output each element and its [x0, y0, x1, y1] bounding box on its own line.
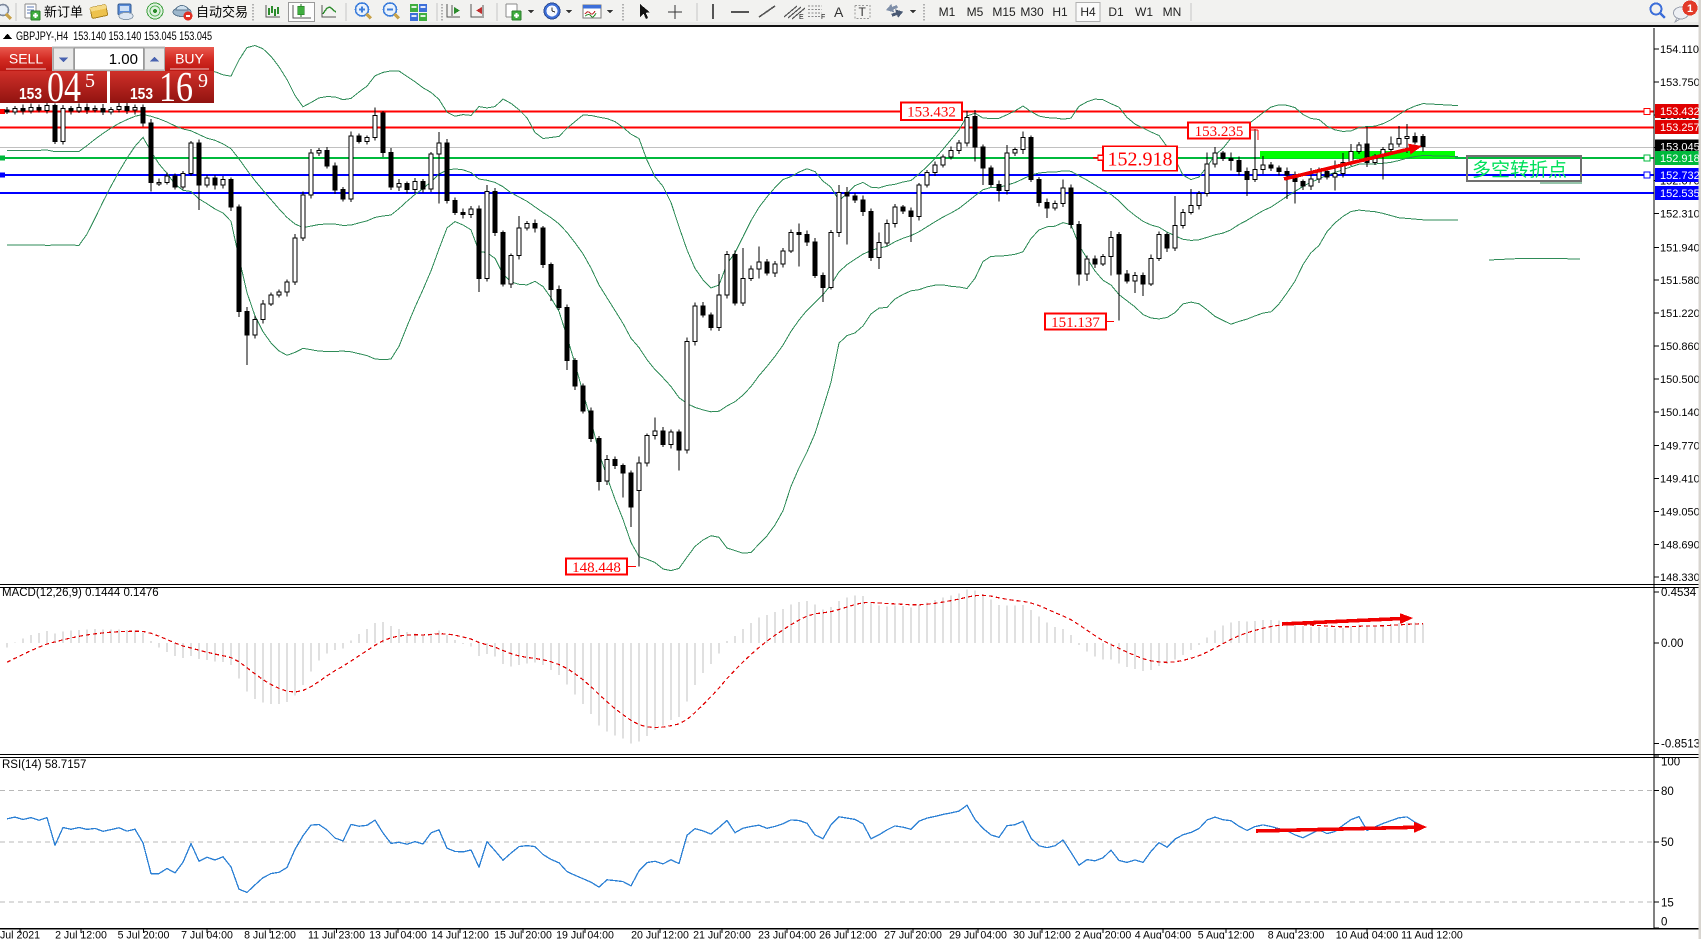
svg-text:23 Jul 04:00: 23 Jul 04:00: [758, 930, 816, 939]
svg-text:150.140: 150.140: [1660, 407, 1700, 419]
svg-text:新订单: 新订单: [44, 5, 83, 20]
svg-text:152.918: 152.918: [1108, 149, 1173, 171]
svg-text:H4: H4: [1080, 5, 1096, 19]
svg-text:W1: W1: [1135, 5, 1153, 19]
svg-text:154.110: 154.110: [1660, 44, 1699, 56]
svg-text:2 Jul 12:00: 2 Jul 12:00: [55, 930, 107, 939]
svg-text:20 Jul 12:00: 20 Jul 12:00: [631, 930, 689, 939]
svg-text:149.050: 149.050: [1660, 506, 1700, 518]
svg-text:5 Aug 12:00: 5 Aug 12:00: [1198, 930, 1255, 939]
svg-text:149.770: 149.770: [1660, 441, 1700, 453]
svg-text:E: E: [799, 14, 804, 21]
svg-text:0.4534: 0.4534: [1661, 587, 1697, 599]
svg-text:RSI(14) 58.7157: RSI(14) 58.7157: [2, 759, 86, 771]
svg-text:151.220: 151.220: [1660, 308, 1700, 320]
svg-text:148.690: 148.690: [1660, 539, 1700, 551]
svg-text:2 Aug 20:00: 2 Aug 20:00: [1075, 930, 1132, 939]
svg-text:152.918: 152.918: [1660, 153, 1700, 165]
svg-text:-0.8513: -0.8513: [1661, 739, 1700, 751]
svg-text:151.940: 151.940: [1660, 242, 1700, 254]
svg-text:148.448: 148.448: [572, 560, 621, 576]
svg-text:4 Aug 04:00: 4 Aug 04:00: [1135, 930, 1192, 939]
svg-text:13 Jul 04:00: 13 Jul 04:00: [369, 930, 427, 939]
svg-text:149.410: 149.410: [1660, 474, 1700, 486]
svg-text:151.580: 151.580: [1660, 275, 1700, 287]
svg-text:150.860: 150.860: [1660, 341, 1700, 353]
svg-text:153: 153: [130, 86, 153, 103]
svg-text:7 Jul 04:00: 7 Jul 04:00: [181, 930, 233, 939]
svg-text:0: 0: [1661, 917, 1667, 929]
svg-text:8 Aug 23:00: 8 Aug 23:00: [1268, 930, 1325, 939]
svg-text:153.045: 153.045: [1660, 141, 1700, 153]
svg-text:16: 16: [159, 65, 193, 111]
svg-text:152.310: 152.310: [1660, 209, 1700, 221]
svg-text:151.137: 151.137: [1051, 315, 1100, 331]
svg-text:5 Jul 20:00: 5 Jul 20:00: [118, 930, 170, 939]
svg-text:153.257: 153.257: [1660, 122, 1700, 134]
svg-text:自动交易: 自动交易: [196, 5, 248, 20]
svg-text:15: 15: [1661, 898, 1674, 910]
svg-text:21 Jul 20:00: 21 Jul 20:00: [693, 930, 751, 939]
svg-text:153: 153: [19, 86, 42, 103]
svg-text:0.00: 0.00: [1661, 638, 1683, 650]
svg-text:多空转折点: 多空转折点: [1472, 159, 1567, 181]
svg-text:Jul 2021: Jul 2021: [0, 930, 40, 939]
svg-text:M15: M15: [992, 5, 1016, 19]
svg-text:153.235: 153.235: [1195, 124, 1244, 140]
svg-text:11 Jul 23:00: 11 Jul 23:00: [308, 930, 365, 939]
svg-text:M5: M5: [967, 5, 984, 19]
svg-text:29 Jul 04:00: 29 Jul 04:00: [949, 930, 1007, 939]
svg-text:T: T: [859, 5, 867, 19]
svg-text:A: A: [834, 4, 844, 20]
svg-text:150.500: 150.500: [1660, 374, 1700, 386]
svg-text:30 Jul 12:00: 30 Jul 12:00: [1013, 930, 1071, 939]
svg-text:F: F: [821, 14, 825, 21]
svg-text:H1: H1: [1052, 5, 1068, 19]
svg-text:152.732: 152.732: [1660, 170, 1700, 182]
svg-text:1.00: 1.00: [109, 51, 138, 68]
svg-text:SELL: SELL: [9, 51, 43, 67]
svg-text:27 Jul 20:00: 27 Jul 20:00: [884, 930, 942, 939]
svg-text:11 Aug 12:00: 11 Aug 12:00: [1401, 930, 1463, 939]
svg-text:26 Jul 12:00: 26 Jul 12:00: [819, 930, 877, 939]
svg-text:9: 9: [198, 70, 208, 92]
svg-text:04: 04: [47, 65, 81, 111]
svg-text:MN: MN: [1163, 5, 1182, 19]
svg-text:5: 5: [85, 70, 95, 92]
svg-text:10 Aug 04:00: 10 Aug 04:00: [1336, 930, 1399, 939]
svg-text:153.750: 153.750: [1660, 77, 1700, 89]
svg-text:19 Jul 04:00: 19 Jul 04:00: [556, 930, 614, 939]
svg-text:100: 100: [1661, 757, 1680, 769]
svg-text:50: 50: [1661, 837, 1674, 849]
svg-text:BUY: BUY: [175, 51, 204, 67]
svg-text:80: 80: [1661, 786, 1674, 798]
svg-text:8 Jul 12:00: 8 Jul 12:00: [244, 930, 296, 939]
svg-text:M30: M30: [1020, 5, 1044, 19]
svg-text:14 Jul 12:00: 14 Jul 12:00: [431, 930, 489, 939]
svg-text:MACD(12,26,9) 0.1444 0.1476: MACD(12,26,9) 0.1444 0.1476: [2, 587, 159, 599]
svg-text:M1: M1: [939, 5, 956, 19]
svg-text:148.330: 148.330: [1660, 572, 1700, 584]
svg-text:GBPJPY-,H4 153.140 153.140 15: GBPJPY-,H4 153.140 153.140 153.045 153.0…: [16, 31, 212, 43]
svg-text:15 Jul 20:00: 15 Jul 20:00: [494, 930, 552, 939]
svg-text:153.432: 153.432: [1660, 106, 1700, 118]
svg-text:1: 1: [1687, 3, 1693, 15]
svg-text:D1: D1: [1108, 5, 1124, 19]
svg-text:153.432: 153.432: [907, 105, 956, 121]
svg-text:152.535: 152.535: [1660, 188, 1700, 200]
